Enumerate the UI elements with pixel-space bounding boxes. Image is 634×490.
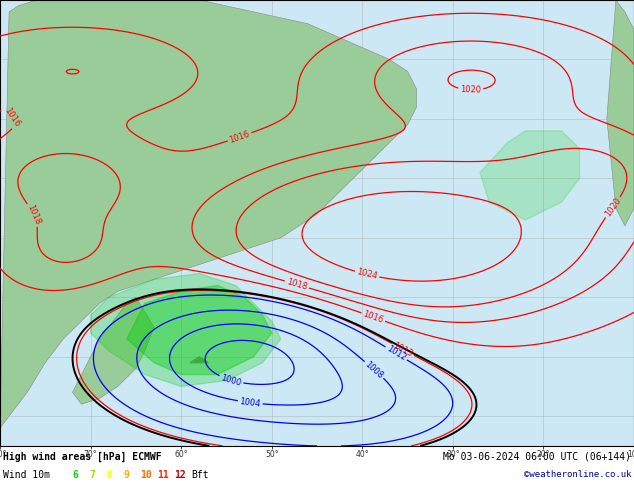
Text: 1024: 1024 [356, 268, 378, 281]
Text: 1016: 1016 [228, 129, 251, 145]
Polygon shape [607, 0, 634, 226]
Polygon shape [480, 131, 579, 220]
Text: 11: 11 [157, 470, 169, 480]
Text: 6: 6 [72, 470, 78, 480]
Text: Wind 10m: Wind 10m [3, 470, 50, 480]
Text: 1018: 1018 [25, 203, 42, 226]
Text: 1020: 1020 [603, 196, 623, 219]
Polygon shape [190, 357, 209, 363]
Text: 12: 12 [174, 470, 186, 480]
Text: 1004: 1004 [239, 397, 261, 408]
Polygon shape [91, 273, 281, 387]
Text: 1020: 1020 [460, 85, 481, 95]
Polygon shape [127, 285, 272, 374]
Polygon shape [0, 0, 417, 428]
Text: 10: 10 [140, 470, 152, 480]
Text: 1016: 1016 [3, 106, 22, 129]
Text: 9: 9 [123, 470, 129, 480]
Text: High wind areas [hPa] ECMWF: High wind areas [hPa] ECMWF [3, 452, 162, 462]
Text: 7: 7 [89, 470, 95, 480]
Text: 8: 8 [106, 470, 112, 480]
Polygon shape [72, 297, 154, 404]
Text: 1018: 1018 [285, 277, 308, 292]
Text: ©weatheronline.co.uk: ©weatheronline.co.uk [524, 470, 631, 479]
Text: 1013: 1013 [391, 341, 414, 358]
Text: 1000: 1000 [220, 373, 242, 388]
Text: 1016: 1016 [362, 309, 385, 325]
Text: Bft: Bft [191, 470, 209, 480]
Text: Mo 03-06-2024 06:00 UTC (06+144): Mo 03-06-2024 06:00 UTC (06+144) [443, 452, 631, 462]
Text: 1008: 1008 [363, 360, 385, 380]
Text: 1012: 1012 [385, 344, 408, 363]
